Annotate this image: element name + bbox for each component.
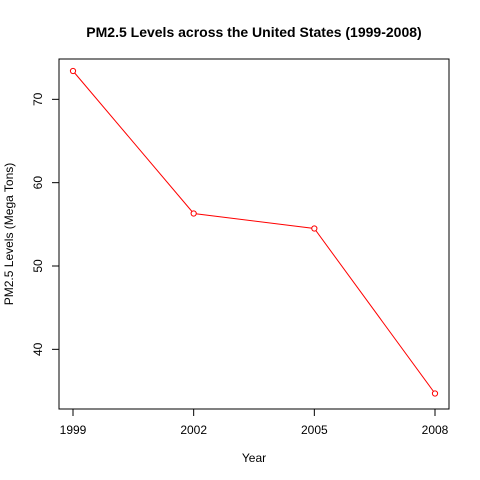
x-tick-label: 2002: [180, 423, 207, 437]
y-tick-label: 50: [31, 259, 45, 273]
plot-area-frame: [58, 58, 450, 410]
data-point: [431, 390, 439, 397]
y-tick-label: 40: [31, 342, 45, 356]
y-axis-label: PM2.5 Levels (Mega Tons): [2, 163, 16, 306]
series-layer: [69, 67, 439, 397]
y-tick-label: 70: [31, 92, 45, 106]
chart-title: PM2.5 Levels across the United States (1…: [86, 24, 421, 40]
data-point: [69, 67, 77, 75]
series-line: [72, 70, 436, 394]
data-point: [190, 210, 197, 217]
y-axis: 40 50 60 70: [31, 92, 60, 356]
x-axis-label: Year: [242, 451, 266, 465]
y-tick-label: 60: [31, 176, 45, 190]
x-axis: 1999 2002 2005 2008: [60, 408, 449, 437]
x-tick-label: 1999: [60, 423, 87, 437]
data-point: [311, 225, 318, 232]
x-tick-label: 2005: [301, 423, 328, 437]
x-tick-label: 2008: [422, 423, 449, 437]
